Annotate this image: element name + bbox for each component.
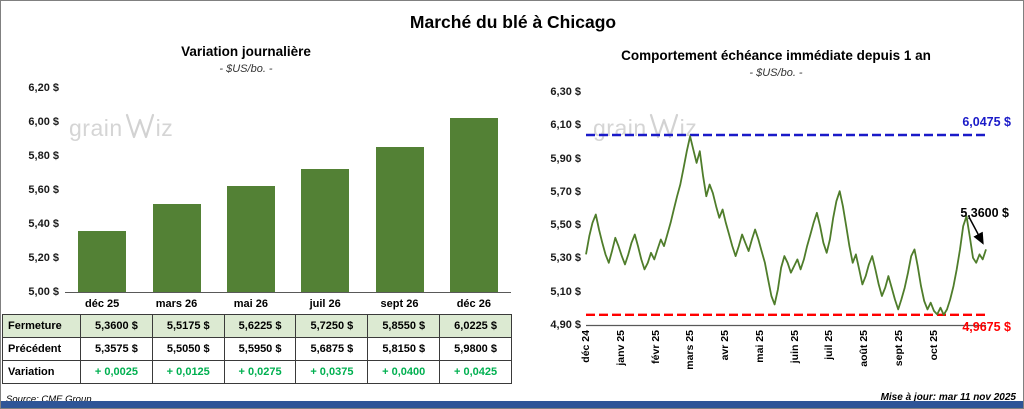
price-cell: 5,5950 $ bbox=[223, 337, 297, 361]
bar-x-category-label: juil 26 bbox=[309, 298, 341, 310]
line-x-month-label: févr 25 bbox=[649, 330, 662, 364]
line-chart-title: Comportement échéance immédiate depuis 1… bbox=[621, 48, 931, 63]
price-bar bbox=[226, 186, 275, 292]
price-cell: 5,5050 $ bbox=[151, 337, 225, 361]
price-cell: 5,3575 $ bbox=[80, 337, 153, 361]
line-y-tick-label: 6,30 $ bbox=[550, 86, 581, 98]
bar-y-tick-label: 5,60 $ bbox=[28, 184, 59, 196]
update-date: Mise à jour: mar 11 nov 2025 bbox=[880, 392, 1016, 403]
bar-chart-plot bbox=[65, 89, 511, 293]
bar-y-tick-label: 6,20 $ bbox=[28, 82, 59, 94]
watermark-text-iz: iz bbox=[155, 114, 174, 141]
wiz-w-icon bbox=[125, 113, 154, 139]
line-x-month-label: mai 25 bbox=[753, 330, 766, 363]
grainwiz-watermark: grain iz bbox=[69, 113, 173, 143]
price-bar bbox=[449, 118, 498, 292]
price-bar bbox=[301, 168, 350, 292]
line-x-month-label: mars 25 bbox=[684, 330, 697, 370]
price-table: Fermeture 5,3600 $5,5175 $5,6225 $5,7250 … bbox=[2, 314, 512, 384]
line-x-month-label: juin 25 bbox=[788, 330, 801, 364]
variation-cell: + 0,0025 bbox=[80, 360, 153, 384]
line-x-month-label: août 25 bbox=[858, 330, 871, 367]
bar-chart-title: Variation journalière bbox=[181, 44, 311, 59]
price-cell: 5,6225 $ bbox=[223, 314, 297, 338]
line-y-tick-label: 6,10 $ bbox=[550, 119, 581, 132]
line-y-tick-label: 5,70 $ bbox=[550, 185, 581, 198]
price-bar bbox=[375, 146, 424, 292]
bar-y-tick-label: 5,40 $ bbox=[28, 218, 59, 230]
bar-y-tick-label: 5,80 $ bbox=[28, 150, 59, 162]
bar-x-category-label: mai 26 bbox=[233, 298, 268, 310]
variation-cell: + 0,0400 bbox=[367, 360, 441, 384]
row-header-fermeture: Fermeture bbox=[2, 314, 81, 338]
wiz-w-icon bbox=[649, 113, 678, 139]
line-x-month-label: déc 24 bbox=[580, 330, 592, 363]
price-cell: 5,6875 $ bbox=[295, 337, 369, 361]
line-chart-plot bbox=[585, 133, 987, 327]
line-y-tick-label: 5,50 $ bbox=[550, 219, 581, 232]
line-x-month-label: sept 25 bbox=[893, 330, 906, 367]
price-cell: 5,3600 $ bbox=[80, 314, 153, 338]
price-cell: 5,5175 $ bbox=[151, 314, 225, 338]
page-title: Marché du blé à Chicago bbox=[409, 12, 617, 32]
price-cell: 5,8150 $ bbox=[367, 337, 441, 361]
bar-y-tick-label: 6,00 $ bbox=[28, 116, 59, 128]
footer-accent-bar bbox=[1, 401, 1023, 408]
last-price-label: 5,3600 $ bbox=[960, 206, 1009, 220]
max-price-label: 6,0475 $ bbox=[962, 115, 1011, 129]
price-cell: 5,9800 $ bbox=[439, 337, 512, 361]
table-row-fermeture: Fermeture 5,3600 $5,5175 $5,6225 $5,7250 … bbox=[2, 314, 512, 338]
line-x-month-label: juil 25 bbox=[823, 330, 836, 360]
bar-x-category-label: déc 26 bbox=[456, 298, 491, 310]
table-row-variation: Variation + 0,0025 + 0,0125 + 0,0275 + 0,037… bbox=[2, 360, 512, 384]
watermark-text-grain: grain bbox=[69, 114, 123, 141]
row-header-precedent: Précédent bbox=[2, 337, 81, 361]
variation-cell: + 0,0275 bbox=[223, 360, 297, 384]
line-y-tick-label: 5,30 $ bbox=[550, 252, 581, 265]
variation-cell: + 0,0425 bbox=[439, 360, 512, 384]
bar-y-tick-label: 5,00 $ bbox=[28, 286, 59, 298]
variation-cell: + 0,0125 bbox=[151, 360, 225, 384]
line-x-month-label: janv 25 bbox=[614, 330, 627, 366]
line-y-tick-label: 5,90 $ bbox=[550, 152, 581, 165]
row-header-variation: Variation bbox=[2, 360, 81, 384]
bar-x-category-label: mars 26 bbox=[155, 298, 198, 310]
price-cell: 5,7250 $ bbox=[295, 314, 369, 338]
variation-cell: + 0,0375 bbox=[295, 360, 369, 384]
line-y-tick-label: 5,10 $ bbox=[550, 285, 581, 298]
price-cell: 5,8550 $ bbox=[367, 314, 441, 338]
line-x-month-label: avr 25 bbox=[719, 330, 732, 361]
bar-x-category-label: déc 25 bbox=[85, 298, 120, 310]
price-bar bbox=[152, 204, 201, 292]
line-chart-subtitle: - $US/bo. - bbox=[749, 67, 803, 79]
price-line bbox=[585, 135, 987, 316]
bar-y-tick-label: 5,20 $ bbox=[28, 252, 59, 264]
min-price-label: 4,9675 $ bbox=[962, 320, 1011, 334]
source-note: Source: CME Group bbox=[6, 394, 92, 405]
bar-x-category-label: sept 26 bbox=[380, 298, 419, 310]
arrow-to-last-point bbox=[968, 216, 984, 245]
line-y-tick-label: 4,90 $ bbox=[550, 319, 581, 331]
price-cell: 6,0225 $ bbox=[439, 314, 512, 338]
table-row-precedent: Précédent 5,3575 $5,5050 $5,5950 $5,6875 … bbox=[2, 337, 512, 361]
bar-chart-subtitle: - $US/bo. - bbox=[219, 63, 273, 75]
line-x-month-label: oct 25 bbox=[927, 330, 940, 361]
price-bar bbox=[78, 230, 127, 292]
